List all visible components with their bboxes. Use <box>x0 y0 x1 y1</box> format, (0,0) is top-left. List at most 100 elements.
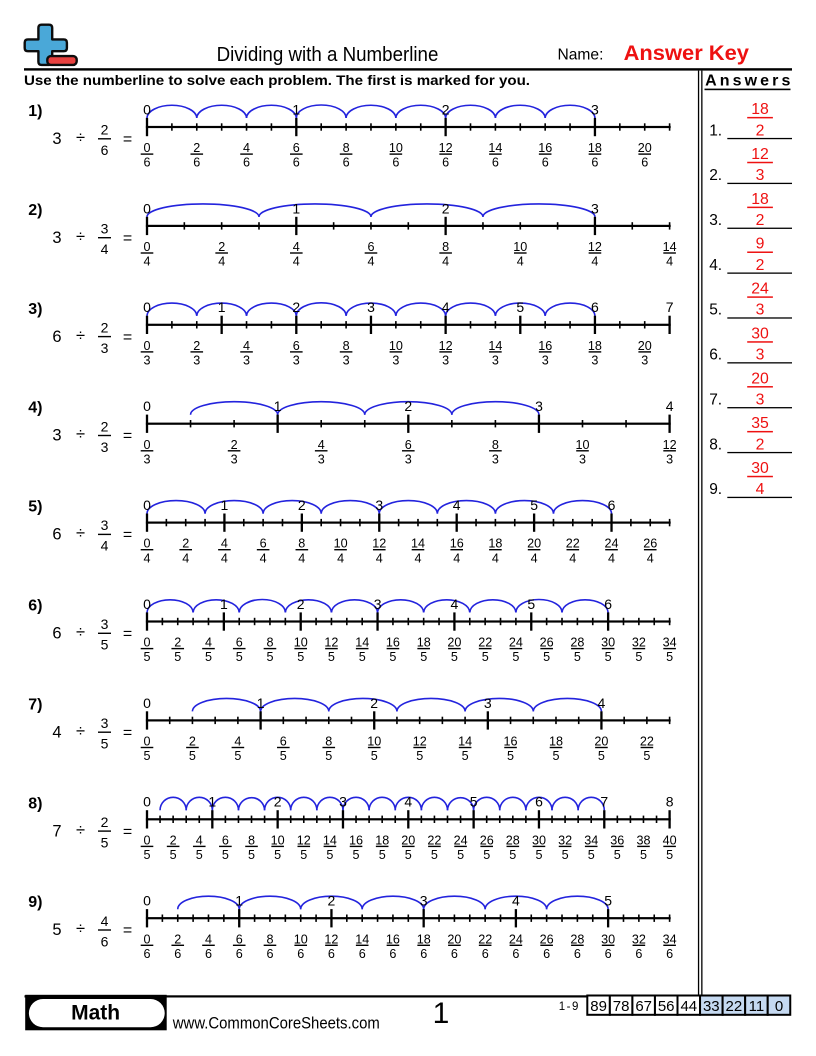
svg-text:5: 5 <box>614 848 621 862</box>
svg-text:0: 0 <box>143 537 150 551</box>
svg-text:14: 14 <box>355 636 369 650</box>
svg-text:2: 2 <box>193 141 200 155</box>
svg-text:30: 30 <box>601 636 615 650</box>
svg-text:2: 2 <box>189 735 196 749</box>
svg-text:1: 1 <box>221 497 229 513</box>
svg-text:2: 2 <box>101 122 109 138</box>
svg-text:11: 11 <box>749 998 765 1015</box>
svg-text:12: 12 <box>324 636 338 650</box>
svg-text:3: 3 <box>101 221 109 237</box>
svg-text:30: 30 <box>751 460 769 477</box>
svg-text:5: 5 <box>222 848 229 862</box>
svg-text:5: 5 <box>101 736 109 752</box>
svg-text:5: 5 <box>482 650 489 664</box>
svg-text:6: 6 <box>591 156 598 170</box>
svg-text:=: = <box>123 131 132 148</box>
svg-text:2.: 2. <box>709 167 722 184</box>
svg-text:6: 6 <box>420 947 427 961</box>
svg-text:1: 1 <box>218 299 226 315</box>
svg-text:8: 8 <box>266 932 273 946</box>
svg-text:34: 34 <box>663 636 677 650</box>
svg-text:18: 18 <box>588 339 602 353</box>
svg-text:40: 40 <box>663 833 677 847</box>
svg-text:4: 4 <box>260 551 267 565</box>
svg-text:3: 3 <box>535 398 543 414</box>
svg-text:5: 5 <box>588 848 595 862</box>
svg-text:34: 34 <box>663 932 677 946</box>
svg-text:6: 6 <box>205 947 212 961</box>
svg-text:3: 3 <box>392 354 399 368</box>
svg-text:2: 2 <box>370 695 378 711</box>
svg-text:5: 5 <box>205 650 212 664</box>
svg-text:0: 0 <box>143 596 151 612</box>
svg-text:24: 24 <box>751 281 769 298</box>
svg-text:56: 56 <box>658 998 675 1015</box>
svg-text:6: 6 <box>293 141 300 155</box>
svg-text:20: 20 <box>638 339 652 353</box>
svg-text:6: 6 <box>101 142 109 158</box>
svg-text:3: 3 <box>420 893 428 909</box>
svg-text:44: 44 <box>680 998 697 1015</box>
svg-text:6: 6 <box>635 947 642 961</box>
svg-text:12: 12 <box>324 932 338 946</box>
svg-text:4: 4 <box>143 551 150 565</box>
svg-text:6: 6 <box>222 833 229 847</box>
svg-text:2: 2 <box>174 636 181 650</box>
svg-text:10: 10 <box>575 438 589 452</box>
svg-text:0: 0 <box>143 141 150 155</box>
svg-text:22: 22 <box>640 735 654 749</box>
svg-text:12: 12 <box>751 146 769 163</box>
svg-text:5: 5 <box>507 749 514 763</box>
svg-text:5: 5 <box>297 650 304 664</box>
svg-text:6: 6 <box>101 933 109 949</box>
svg-text:24: 24 <box>454 833 468 847</box>
svg-text:2: 2 <box>292 299 300 315</box>
svg-text:4: 4 <box>52 723 61 741</box>
svg-text:0: 0 <box>143 339 150 353</box>
svg-text:30: 30 <box>751 325 769 342</box>
svg-text:10: 10 <box>271 833 285 847</box>
svg-text:14: 14 <box>411 537 425 551</box>
svg-text:3: 3 <box>756 167 765 184</box>
svg-text:6: 6 <box>451 947 458 961</box>
svg-text:18: 18 <box>417 636 431 650</box>
svg-text:4: 4 <box>196 833 203 847</box>
svg-text:5: 5 <box>470 794 478 810</box>
svg-text:10: 10 <box>334 537 348 551</box>
svg-text:6: 6 <box>591 299 599 315</box>
svg-text:10: 10 <box>389 141 403 155</box>
svg-text:4: 4 <box>101 913 109 929</box>
svg-text:22: 22 <box>566 537 580 551</box>
svg-text:20: 20 <box>447 932 461 946</box>
svg-text:3: 3 <box>666 452 673 466</box>
svg-text:4: 4 <box>218 255 225 269</box>
svg-text:6: 6 <box>293 156 300 170</box>
svg-text:=: = <box>123 527 132 544</box>
svg-text:5: 5 <box>635 650 642 664</box>
svg-text:12: 12 <box>372 537 386 551</box>
svg-text:3: 3 <box>143 452 150 466</box>
svg-text:20: 20 <box>527 537 541 551</box>
svg-text:7: 7 <box>52 822 61 840</box>
svg-text:0: 0 <box>143 794 151 810</box>
svg-text:4: 4 <box>608 551 615 565</box>
svg-text:18: 18 <box>375 833 389 847</box>
svg-text:3: 3 <box>591 354 598 368</box>
svg-text:22: 22 <box>478 932 492 946</box>
svg-text:16: 16 <box>538 141 552 155</box>
svg-text:5: 5 <box>604 893 612 909</box>
svg-text:4: 4 <box>512 893 520 909</box>
svg-text:3: 3 <box>243 354 250 368</box>
svg-text:3: 3 <box>193 354 200 368</box>
svg-text:0: 0 <box>143 299 151 315</box>
svg-text:3: 3 <box>101 616 109 632</box>
svg-text:5: 5 <box>509 848 516 862</box>
svg-text:3: 3 <box>52 229 61 247</box>
svg-text:4: 4 <box>243 339 250 353</box>
svg-text:78: 78 <box>613 998 630 1015</box>
svg-text:3: 3 <box>367 299 375 315</box>
svg-text:16: 16 <box>503 735 517 749</box>
svg-text:0: 0 <box>143 735 150 749</box>
svg-text:6: 6 <box>367 240 374 254</box>
svg-text:8: 8 <box>343 339 350 353</box>
